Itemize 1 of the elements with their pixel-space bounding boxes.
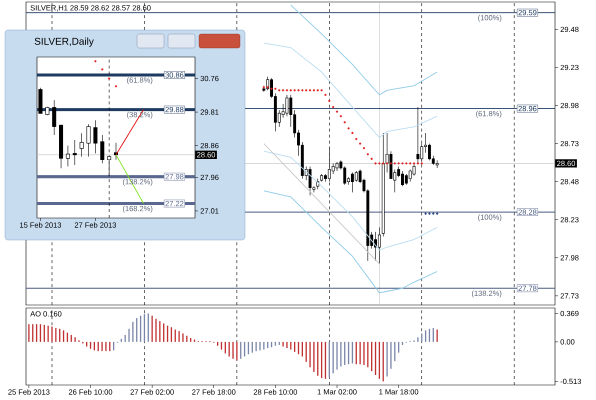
chart-title: SILVER,Daily xyxy=(34,38,94,47)
